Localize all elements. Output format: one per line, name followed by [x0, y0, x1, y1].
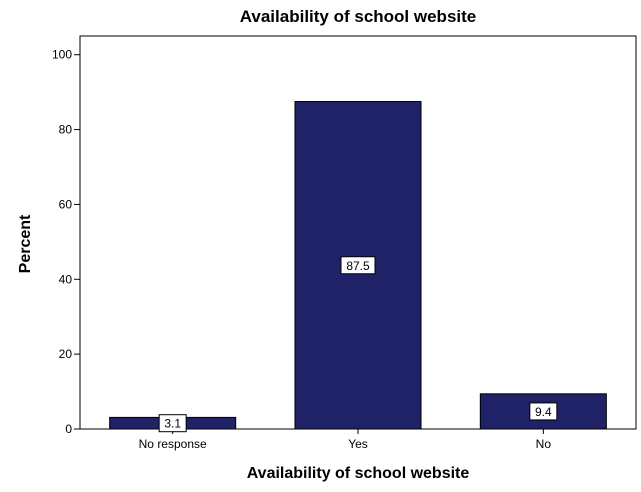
x-tick-label: No response — [139, 437, 207, 451]
y-tick-label: 100 — [52, 48, 72, 62]
x-axis-title: Availability of school website — [246, 465, 470, 482]
y-tick-label: 20 — [59, 347, 73, 361]
data-label: 9.4 — [535, 405, 552, 419]
chart-title: Availability of school website — [239, 7, 477, 26]
data-label: 87.5 — [346, 259, 370, 273]
y-tick-label: 40 — [59, 272, 73, 286]
data-label-box — [340, 256, 376, 275]
y-tick-label: 60 — [59, 197, 73, 211]
data-label-box — [529, 402, 558, 421]
data-label-box — [158, 414, 187, 433]
x-tick-label: No — [536, 437, 552, 451]
x-tick-label: Yes — [348, 437, 368, 451]
y-tick-label: 0 — [65, 422, 72, 436]
data-label: 3.1 — [164, 417, 181, 431]
y-tick-label: 80 — [59, 123, 73, 137]
